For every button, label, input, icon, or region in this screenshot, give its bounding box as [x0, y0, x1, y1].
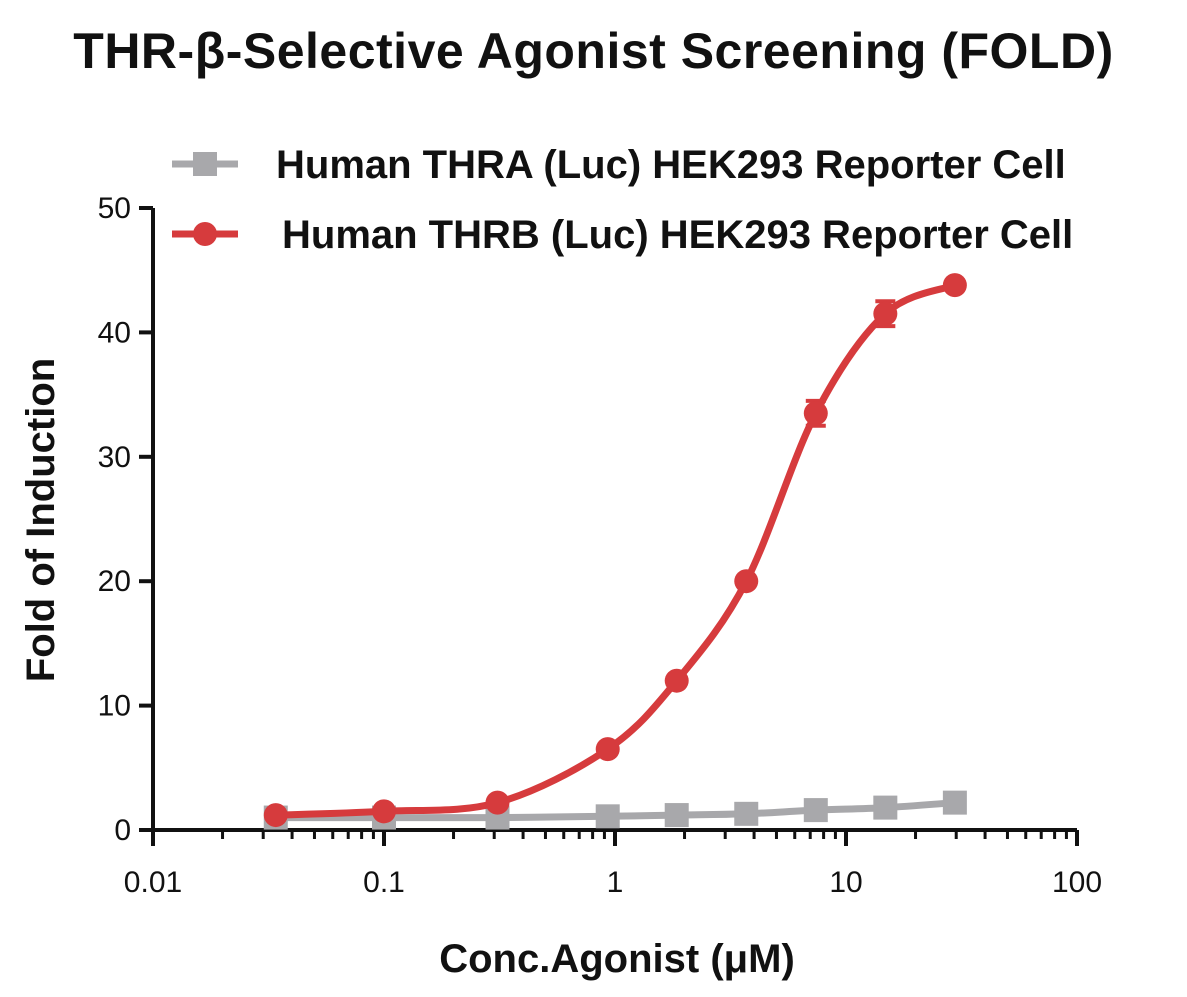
series-curve: [272, 281, 959, 819]
data-point-circle: [485, 790, 510, 815]
series-thrb: [263, 273, 967, 828]
legend-marker: [193, 152, 217, 176]
data-point-square: [664, 803, 689, 828]
legend-label: Human THRA (Luc) HEK293 Reporter Cell: [276, 143, 1066, 187]
data-point-circle: [372, 799, 396, 824]
legend: Human THRA (Luc) HEK293 Reporter Cell Hum…: [172, 143, 1073, 257]
x-tick-label: 10: [829, 866, 862, 899]
legend-label: Human THRB (Luc) HEK293 Reporter Cell: [282, 213, 1073, 257]
y-tick-label: 20: [98, 565, 131, 598]
data-point-square: [803, 798, 828, 823]
y-tick-label: 40: [98, 316, 131, 349]
data-point-circle: [664, 668, 689, 693]
axes: 0 10 20 30 40 50 0.01 0.1 1 10 100: [98, 192, 1102, 899]
chart-title: THR-β-Selective Agonist Screening (FOLD): [73, 23, 1114, 79]
data-point-square: [942, 790, 967, 815]
data-point-circle: [595, 737, 620, 762]
y-tick-label: 50: [98, 192, 131, 225]
data-point-square: [595, 804, 620, 829]
data-point-circle: [263, 803, 288, 828]
data-point-circle: [942, 273, 967, 298]
legend-item-thrb: Human THRB (Luc) HEK293 Reporter Cell: [172, 213, 1073, 257]
data-point-circle: [803, 401, 828, 426]
series-layer: [263, 273, 967, 830]
x-tick-label: 0.01: [124, 866, 182, 899]
legend-marker: [193, 222, 217, 246]
data-point-circle: [734, 569, 759, 594]
y-tick-label: 0: [114, 814, 131, 847]
data-point-circle: [873, 301, 898, 326]
x-axis-title: Conc.Agonist (μM): [439, 937, 795, 981]
y-tick-label: 30: [98, 441, 131, 474]
y-tick-label: 10: [98, 690, 131, 723]
y-axis-title: Fold of Induction: [19, 358, 63, 682]
data-point-square: [873, 795, 898, 820]
data-point-square: [734, 801, 759, 826]
series-curve: [272, 799, 959, 822]
legend-item-thra: Human THRA (Luc) HEK293 Reporter Cell: [172, 143, 1066, 187]
x-tick-label: 100: [1052, 866, 1102, 899]
x-tick-label: 0.1: [363, 866, 405, 899]
x-tick-label: 1: [607, 866, 624, 899]
